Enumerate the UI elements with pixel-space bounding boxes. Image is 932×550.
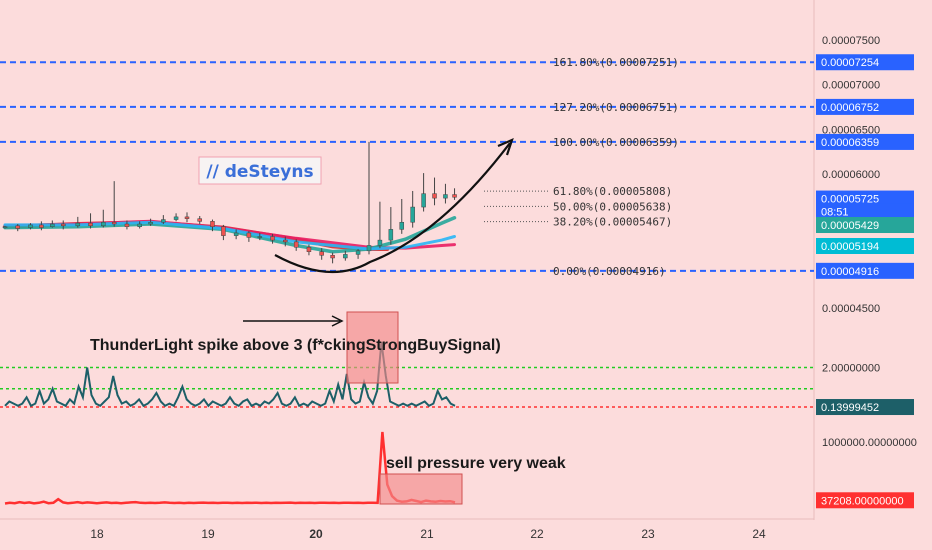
time-axis-label: 20 (309, 527, 323, 541)
fib-badge-bg (816, 262, 914, 279)
candle-body (388, 229, 394, 241)
time-axis: 18 19 20 21 22 23 24 (0, 518, 814, 541)
candle-body (111, 221, 117, 225)
time-axis-label: 21 (420, 527, 434, 541)
candle-body (60, 223, 66, 227)
sell-pressure-line (4, 431, 456, 505)
candle-body (366, 245, 372, 252)
candle-body (173, 216, 179, 220)
price-badges: 0.00007254 0.00006752 0.00006359 0.00004916… (816, 54, 914, 279)
thunder-scale-label: 2.00000000 (822, 363, 880, 375)
sell-highlight-box (379, 473, 463, 505)
time-axis-label: 18 (90, 527, 104, 541)
fib-badge-text: 0.00006359 (821, 137, 879, 149)
candle-body (2, 226, 8, 228)
candle-body (270, 236, 275, 241)
candle-body (137, 223, 142, 227)
candle-body (443, 194, 448, 199)
candle-body (283, 239, 288, 243)
candle-body (421, 193, 426, 208)
candle-body (88, 222, 93, 227)
candle-body (39, 224, 44, 228)
candle-body (452, 194, 457, 198)
time-axis-label: 19 (201, 527, 215, 541)
fib-levels: 161.80%(0.00007251) 127.20%(0.00006751) 10… (0, 56, 814, 278)
sell-annotation-text: sell pressure very weak (386, 455, 566, 472)
candle-body (399, 221, 405, 230)
fib-level-label: 100.00%(0.00006359) (553, 136, 679, 149)
candle-body (343, 254, 348, 259)
thunder-panel: 2.00000000 0.13999452 (0, 341, 914, 416)
price-scale-label: 0.00004500 (822, 303, 880, 315)
fib-level-label: 127.20%(0.00006751) (553, 101, 679, 114)
time-axis-label: 23 (641, 527, 655, 541)
thunder-badge-text: 0.13999452 (821, 402, 879, 414)
candle-body (330, 255, 335, 259)
candle-body (124, 223, 130, 227)
curve-arrow-annotation (274, 142, 511, 274)
candle-body (50, 223, 55, 227)
price-badge-text: 0.00005725 (821, 194, 879, 206)
candle-body (319, 251, 324, 256)
fib-badge-bg (816, 133, 914, 150)
fib-badge-text: 0.00007254 (821, 57, 879, 69)
candle-body (306, 247, 312, 252)
candle-body (355, 250, 361, 255)
thunder-arrow-head (331, 315, 344, 327)
candle-body (210, 221, 215, 227)
fib-badge-bg (816, 54, 914, 71)
price-scale-label: 0.00006500 (822, 124, 880, 136)
candle-body (410, 206, 415, 223)
candle-body (197, 218, 202, 222)
price-badge-text: 0.00005194 (821, 241, 879, 253)
price-badge-text: 08:51 (821, 207, 849, 219)
candle-body (148, 221, 153, 225)
watermark-box (198, 156, 322, 185)
candle-body (161, 219, 166, 223)
time-axis-label: 24 (752, 527, 766, 541)
thunder-highlight-box (346, 311, 399, 384)
thunder-annotation-text: ThunderLight spike above 3 (f*ckingStron… (90, 337, 501, 354)
candle-body (257, 236, 263, 238)
price-badge-bg (816, 238, 914, 255)
candle-body (293, 241, 299, 248)
sell-badge-bg (816, 492, 914, 509)
curve-arrow-head (497, 138, 514, 156)
price-badge-bg (816, 190, 914, 207)
price-scale-label: 0.00007000 (822, 80, 880, 92)
watermark-text: // deSteyns (206, 162, 313, 182)
candle-body (432, 193, 437, 199)
fib-level-label: 161.80%(0.00007251) (553, 56, 679, 69)
fib-badge-bg (816, 98, 914, 115)
sell-panel: 1000000.00000000 37208.00000000 (4, 431, 917, 509)
price-scale-label: 0.00007500 (822, 35, 880, 47)
inner-fib-label: 38.20%(0.00005467) (553, 216, 672, 229)
candle-body (75, 222, 81, 227)
price-scale-label: 0.00006000 (822, 169, 880, 181)
candle-body (246, 232, 252, 238)
thunder-badge-bg (816, 399, 914, 416)
fib-badge-text: 0.00006752 (821, 102, 879, 114)
candle-body (101, 221, 106, 227)
candle-body (377, 239, 383, 246)
fib-badge-text: 0.00004916 (821, 266, 879, 278)
candle-body (221, 226, 226, 236)
time-axis-label: 22 (530, 527, 544, 541)
sell-badge-text: 37208.00000000 (821, 495, 904, 507)
sell-scale-label: 1000000.00000000 (822, 437, 917, 449)
price-badge-bg (816, 217, 914, 234)
candle-body (28, 224, 33, 228)
candles (2, 141, 457, 264)
inner-fib-label: 50.00%(0.00005638) (553, 200, 672, 213)
fib-level-label: 0.00%(0.00004916) (553, 265, 666, 278)
inner-fib-label: 61.80%(0.00005808) (553, 185, 672, 198)
candle-body (15, 225, 20, 229)
candle-body (184, 216, 190, 219)
price-badge-bg (816, 203, 914, 220)
price-badge-text: 0.00005429 (821, 220, 879, 232)
candle-body (233, 232, 239, 236)
